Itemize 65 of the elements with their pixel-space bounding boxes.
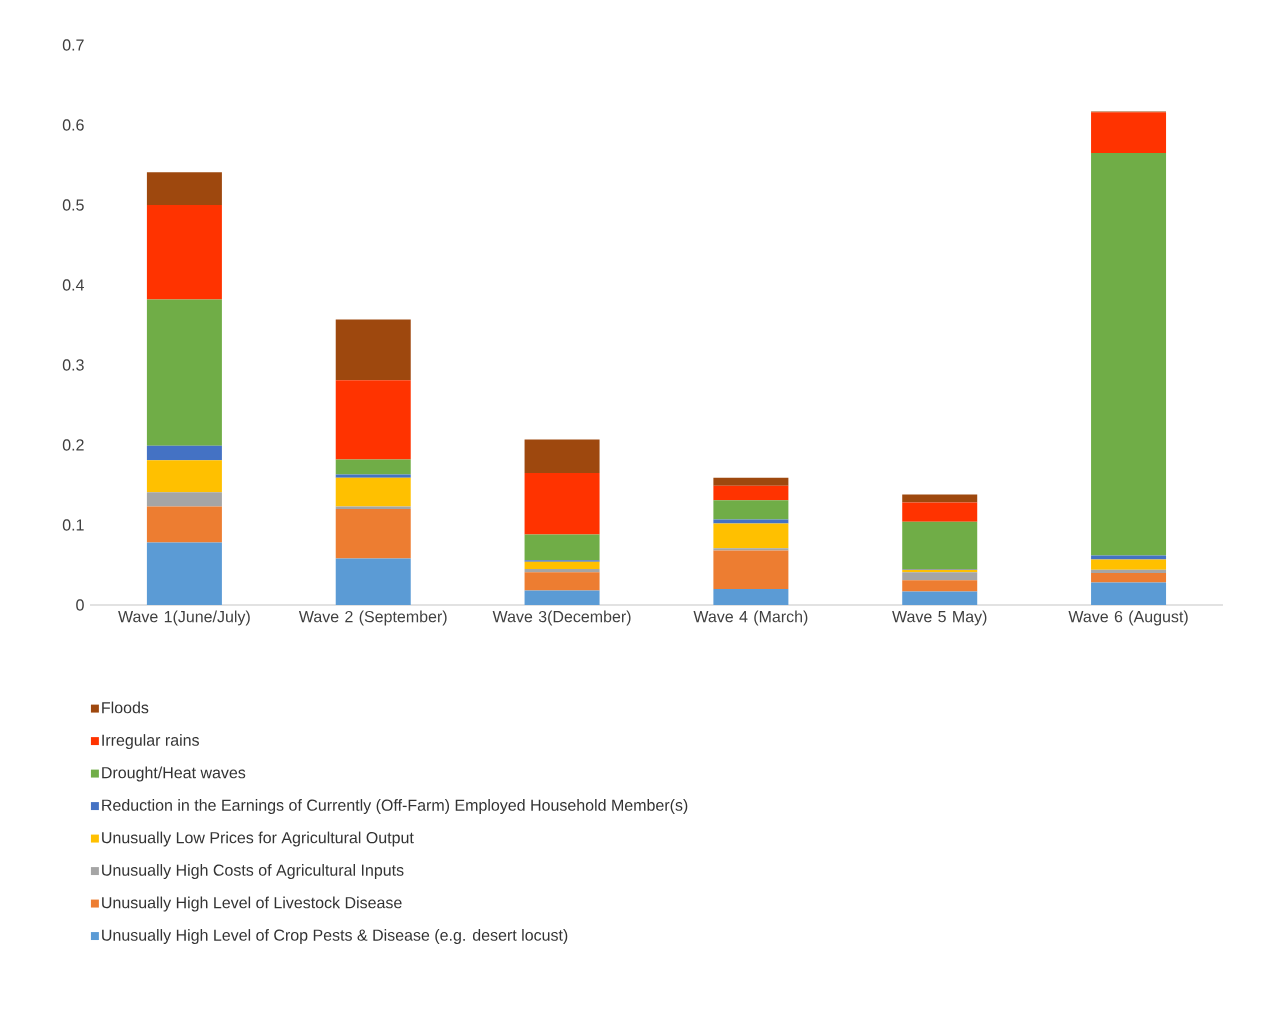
bar [335, 319, 411, 381]
bar [1091, 569, 1167, 573]
bar [524, 572, 600, 591]
bar [902, 494, 978, 503]
x-tick-label: Wave 3(December) [492, 610, 631, 626]
legend-label: Floods [102, 701, 149, 714]
bar [146, 299, 222, 446]
bar [335, 380, 411, 460]
bar [713, 500, 789, 520]
bar [713, 523, 789, 549]
bar [146, 445, 222, 461]
y-tick-label: 0.7 [62, 39, 84, 51]
y-tick-label: 0.5 [62, 199, 84, 211]
bar [524, 439, 600, 473]
legend-label: Unusually Low Prices for Agricultural Output [102, 831, 414, 847]
bar [524, 473, 600, 535]
bar [713, 477, 789, 486]
bar [713, 519, 789, 524]
legend-label: Reduction in the Earnings of Currently (Off-Farm) Employed Household Member(s) [102, 799, 688, 814]
bar [146, 492, 222, 507]
bar [335, 474, 411, 478]
legend-label: Drought/Heat waves [102, 766, 246, 782]
bar [1091, 559, 1167, 570]
bar [335, 558, 411, 605]
bar [1091, 555, 1167, 560]
bar [335, 459, 411, 475]
bar [1091, 112, 1167, 153]
bar [713, 589, 789, 605]
x-tick-label: Wave 1(June/July) [118, 610, 250, 626]
bar [524, 561, 600, 569]
y-tick-label: 0.4 [62, 279, 84, 291]
x-tick-label: Wave 6 (August) [1068, 610, 1188, 626]
bar [146, 460, 222, 493]
bar [1091, 153, 1167, 556]
legend-label: Unusually High Level of Livestock Disease [102, 896, 402, 912]
legend-label: Unusually High Costs of Agricultural Inputs [102, 864, 404, 879]
bar [902, 580, 978, 592]
x-tick-label: Wave 4 (March) [693, 610, 808, 626]
bar [335, 477, 411, 507]
bar [902, 572, 978, 581]
bar [146, 172, 222, 205]
bar [713, 550, 789, 589]
bar [146, 506, 222, 543]
y-tick-label: 0.3 [62, 359, 84, 371]
bar [902, 521, 978, 569]
bar [524, 590, 600, 605]
bar [713, 485, 789, 501]
bar [1091, 573, 1167, 583]
x-tick-label: Wave 2 (September) [298, 610, 447, 626]
legend-label: Unusually High Level of Crop Pests & Disease (e.g. desert locust) [102, 929, 568, 944]
bar [902, 591, 978, 605]
bar [713, 548, 789, 551]
bar [146, 542, 222, 605]
bar [146, 205, 222, 300]
y-tick-label: 0 [76, 599, 84, 611]
y-tick-label: 0.6 [62, 119, 84, 131]
x-tick-label: Wave 5 May) [892, 610, 987, 626]
bar [524, 569, 600, 573]
bar [902, 502, 978, 522]
bar [335, 509, 411, 559]
bar [1091, 582, 1167, 605]
y-tick-label: 0.1 [62, 519, 84, 531]
y-tick-label: 0.2 [62, 439, 84, 451]
bar [524, 534, 600, 561]
legend-label: Irregular rains [102, 734, 199, 750]
